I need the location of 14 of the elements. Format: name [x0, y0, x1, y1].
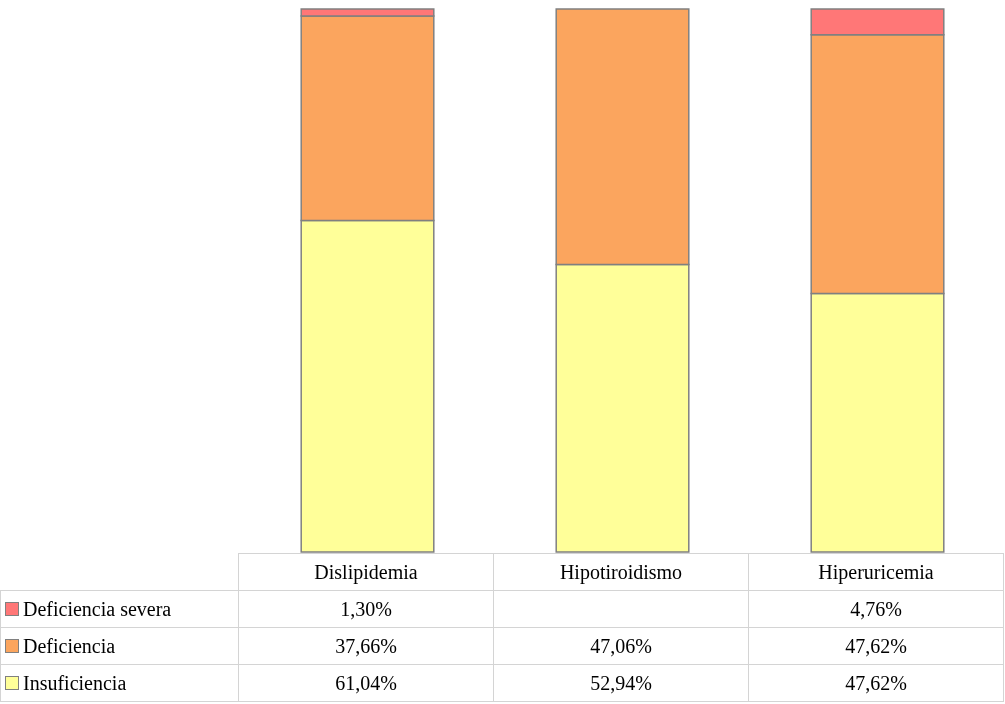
data-label: 4,76% — [748, 590, 1004, 628]
legend-label: Deficiencia — [0, 627, 239, 665]
data-label: 47,62% — [748, 627, 1004, 665]
x-tick-label: Hiperuricemia — [748, 553, 1004, 591]
data-label: 1,30% — [238, 590, 494, 628]
data-label: 47,62% — [748, 664, 1004, 702]
x-tick-label: Dislipidemia — [238, 553, 494, 591]
data-label: 61,04% — [238, 664, 494, 702]
x-tick-label: Hipotiroidismo — [493, 553, 749, 591]
data-label: 47,06% — [493, 627, 749, 665]
legend-label: Insuficiencia — [0, 664, 239, 702]
data-label: 37,66% — [238, 627, 494, 665]
data-label: 52,94% — [493, 664, 749, 702]
legend-label: Deficiencia severa — [0, 590, 239, 628]
